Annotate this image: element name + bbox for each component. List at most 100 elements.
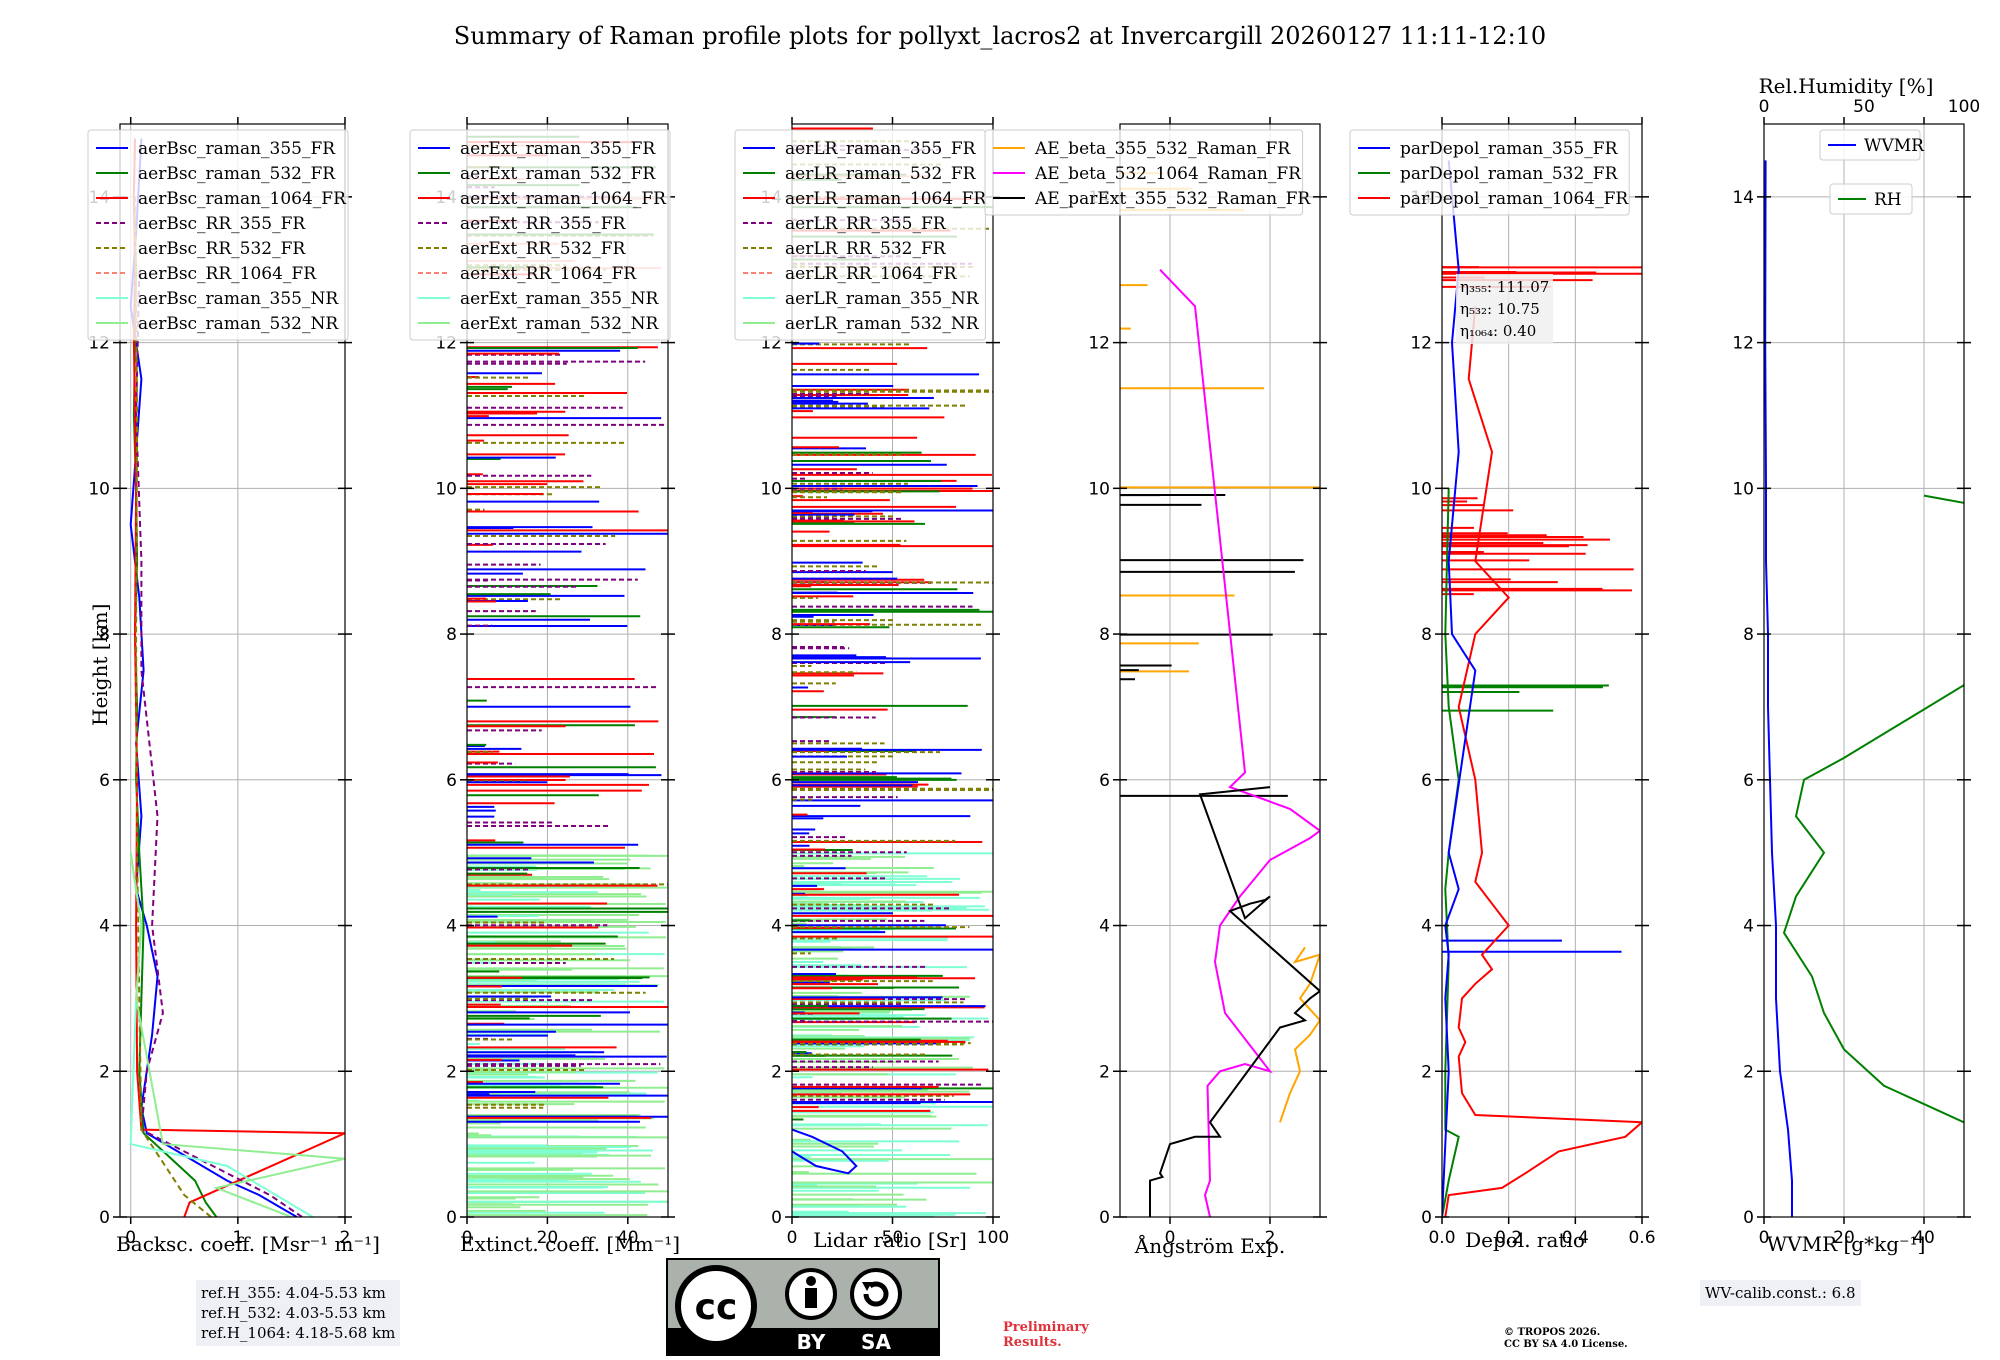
series-parDepol_raman_355_FR <box>1442 160 1477 1217</box>
y-tick-label: 8 <box>446 625 457 645</box>
panel-wvmr: 0 2 4 6 8 10 12 14 0 20 40 0 50 100 WVMR RH <box>1732 97 1980 1248</box>
x-axis-label-depol: Depol. ratio <box>1465 1228 1585 1252</box>
preliminary-line-1: Preliminary <box>1003 1320 1089 1335</box>
eta-355: η₃₅₅: 111.07 <box>1460 278 1550 296</box>
legend-entry: aerExt_RR_1064_FR <box>460 264 637 284</box>
legend-wvmr: WVMR RH <box>1819 129 1925 215</box>
axes-frame <box>119 123 346 1218</box>
panel-backscatter: 02468101214012aerBsc_raman_355_FRaerBsc_… <box>87 117 352 1248</box>
y-tick-label: 0 <box>1421 1208 1432 1228</box>
panel-angstrom: 0246810121402AE_beta_355_532_Raman_FRAE_… <box>984 117 1327 1248</box>
axes-frame <box>1763 123 1965 1218</box>
y-tick-label: 2 <box>1743 1062 1754 1082</box>
legend-entry: aerExt_RR_532_FR <box>460 239 626 259</box>
y-tick-label: 6 <box>1099 771 1110 791</box>
ref-height-1064: ref.H_1064: 4.18-5.68 km <box>201 1324 396 1342</box>
y-tick-label: 12 <box>1732 334 1754 354</box>
y-tick-label: 8 <box>99 625 110 645</box>
series-aerBsc_raman_532_NR <box>129 852 345 1217</box>
x-tick-label: 100 <box>977 1228 1009 1248</box>
x-axis-label-extinction: Extinct. coeff. [Mm⁻¹] <box>459 1232 681 1256</box>
wv-calibration-box: WV-calib.const.: 6.8 <box>1700 1280 1861 1306</box>
legend-entry: aerLR_raman_1064_FR <box>785 189 987 209</box>
eta-calibration-box: η₃₅₅: 111.07 η₅₃₂: 10.75 η₁₀₆₄: 0.40 <box>1456 274 1554 344</box>
y-tick-label: 4 <box>99 917 110 937</box>
x-tick-label: 0.6 <box>1628 1228 1655 1248</box>
legend-entry: aerExt_raman_1064_FR <box>460 189 667 209</box>
legend-entry: aerLR_raman_355_NR <box>785 289 980 309</box>
panel-lidar-ratio: 02468101214050100aerLR_raman_355_FRaerLR… <box>734 117 1009 1248</box>
legend-box <box>1349 129 1630 216</box>
legend-entry: AE_beta_355_532_Raman_FR <box>1034 139 1291 159</box>
x-tick-label: 40 <box>1913 1228 1935 1248</box>
copyright-line-1: © TROPOS 2026. <box>1504 1327 1601 1338</box>
legend-entry: aerExt_raman_532_NR <box>460 314 659 334</box>
legend-entry: aerLR_RR_1064_FR <box>785 264 958 284</box>
legend-entry: aerLR_raman_532_FR <box>785 164 977 184</box>
x-tick-label: 20 <box>537 1228 559 1248</box>
plot-area <box>1764 160 1964 1217</box>
legend-entry: AE_parExt_355_532_Raman_FR <box>1034 189 1311 209</box>
preliminary-line-2: Results. <box>1003 1335 1062 1350</box>
x-tick-label: 0 <box>125 1228 136 1248</box>
top-tick-label: 50 <box>1853 97 1875 117</box>
legend-entry: aerExt_raman_355_NR <box>460 289 659 309</box>
legend-entry: AE_beta_532_1064_Raman_FR <box>1034 164 1302 184</box>
series-parDepol_raman_1064_FR <box>1444 306 1642 1217</box>
x-tick-label: 0.0 <box>1428 1228 1455 1248</box>
x-tick-label: 0 <box>1759 1228 1770 1248</box>
y-tick-label: 4 <box>446 917 457 937</box>
y-tick-label: 2 <box>771 1062 782 1082</box>
plot-area <box>467 135 668 1217</box>
x-axis-label-angstrom: Ångström Exp. <box>1134 1234 1286 1258</box>
top-axis-label-rh: Rel.Humidity [%] <box>1758 74 1934 98</box>
legend-depol: parDepol_raman_355_FR parDepol_raman_532_… <box>1349 129 1630 216</box>
x-tick-label: 0.2 <box>1495 1228 1522 1248</box>
plot-area <box>1120 172 1320 1217</box>
legend-entry: aerBsc_raman_355_NR <box>138 289 339 309</box>
y-tick-label: 2 <box>99 1062 110 1082</box>
series-AE_beta_355_532_Raman_FR <box>1279 946 1320 1123</box>
y-tick-label: 4 <box>1099 917 1110 937</box>
cc-text: cc <box>695 1287 738 1328</box>
y-tick-label: 6 <box>1421 771 1432 791</box>
series-RH <box>1782 494 1964 1124</box>
x-tick-label: 0 <box>787 1228 798 1248</box>
legend-entry: parDepol_raman_532_FR <box>1400 164 1619 184</box>
x-tick-label: 0 <box>462 1228 473 1248</box>
legend-entry: aerBsc_raman_532_NR <box>138 314 339 334</box>
y-tick-label: 2 <box>1421 1062 1432 1082</box>
eta-1064: η₁₀₆₄: 0.40 <box>1460 322 1537 340</box>
legend-entry: aerBsc_raman_532_FR <box>138 164 336 184</box>
ref-height-355: ref.H_355: 4.04-5.53 km <box>201 1284 386 1302</box>
eta-532: η₅₃₂: 10.75 <box>1460 300 1540 318</box>
copyright-line-2: CC BY SA 4.0 License. <box>1504 1339 1628 1350</box>
cc-by-sa-license-badge: cc BY SA <box>666 1258 940 1356</box>
y-tick-label: 12 <box>1088 334 1110 354</box>
y-tick-label: 8 <box>1421 625 1432 645</box>
axes-frame <box>1441 123 1643 1218</box>
y-tick-label: 10 <box>1088 479 1110 499</box>
y-tick-label: 10 <box>1732 479 1754 499</box>
legend-entry: aerBsc_raman_355_FR <box>138 139 336 159</box>
series-aerBsc_RR_355_FR <box>135 269 303 1217</box>
x-tick-label: 2 <box>1265 1228 1276 1248</box>
y-tick-label: 0 <box>99 1208 110 1228</box>
x-axis-label-lidar-ratio: Lidar ratio [Sr] <box>813 1228 967 1252</box>
y-tick-label: 4 <box>771 917 782 937</box>
x-tick-label: 50 <box>882 1228 904 1248</box>
legend-entry: WVMR <box>1864 136 1925 156</box>
x-tick-label: 2 <box>340 1228 351 1248</box>
legend-box <box>734 129 986 341</box>
sa-share-icon <box>850 1268 902 1320</box>
axes-frame <box>466 123 669 1218</box>
series-AE_parExt_355_532_Raman_FR <box>1149 786 1320 1217</box>
legend-entry: aerBsc_RR_355_FR <box>138 214 306 234</box>
figure-title: Summary of Raman profile plots for polly… <box>453 22 1547 50</box>
y-tick-label: 10 <box>1410 479 1432 499</box>
y-tick-label: 6 <box>1743 771 1754 791</box>
y-tick-label: 12 <box>1410 334 1432 354</box>
y-tick-label: 6 <box>99 771 110 791</box>
copyright-note: © TROPOS 2026. CC BY SA 4.0 License. <box>1504 1327 1628 1351</box>
